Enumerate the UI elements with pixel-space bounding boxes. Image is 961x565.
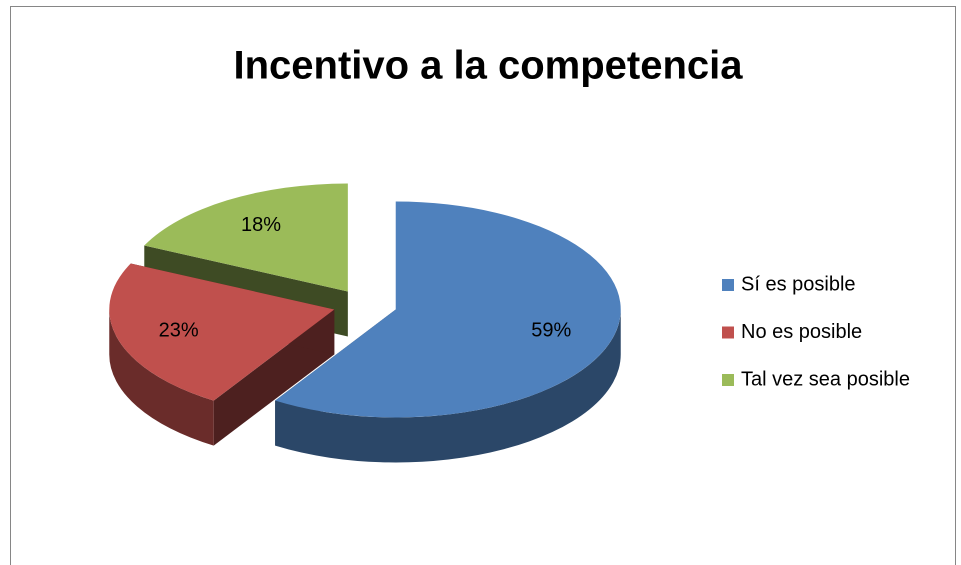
legend-swatch <box>722 326 734 339</box>
slice-top <box>275 201 621 418</box>
slice-top <box>109 263 335 401</box>
data-label: 59% <box>531 319 571 341</box>
data-label: 18% <box>241 214 281 236</box>
slice-side <box>275 309 621 463</box>
slice <box>275 201 621 463</box>
chart-title: Incentivo a la competencia <box>233 44 743 88</box>
slice <box>109 263 335 446</box>
legend-label: Sí es posible <box>741 273 856 295</box>
legend-swatch <box>722 374 734 386</box>
legend-swatch <box>722 279 734 291</box>
legend-label: No es posible <box>741 321 862 343</box>
data-label: 23% <box>159 319 199 341</box>
slice-side <box>109 309 214 446</box>
slice-top <box>144 183 348 292</box>
legend-label: Tal vez sea posible <box>741 368 910 390</box>
